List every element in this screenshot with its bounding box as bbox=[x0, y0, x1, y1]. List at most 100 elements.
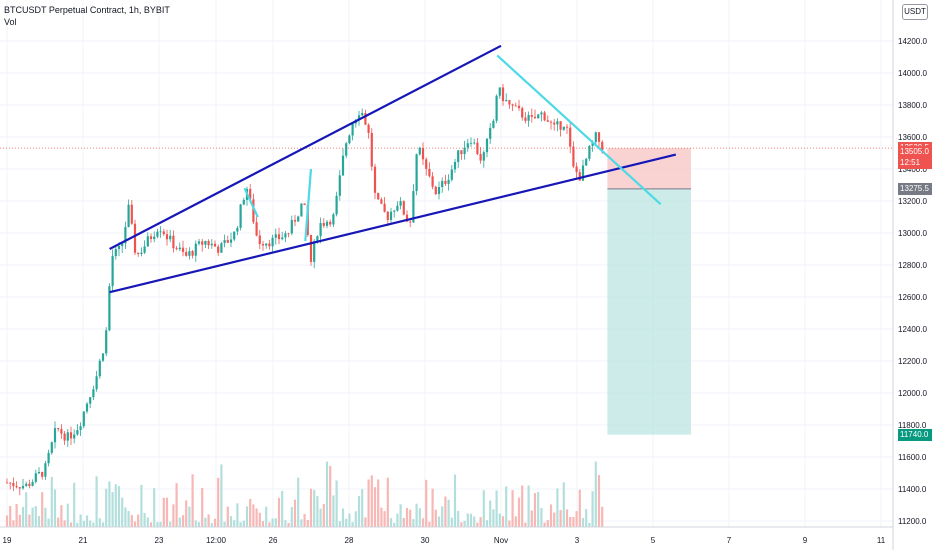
candle-body bbox=[524, 117, 527, 121]
currency-button[interactable]: USDT bbox=[902, 4, 928, 20]
volume-bar bbox=[383, 511, 386, 527]
candle-body bbox=[239, 204, 242, 228]
candle-body bbox=[361, 113, 364, 116]
candle-body bbox=[124, 227, 127, 244]
volume-bar bbox=[127, 510, 130, 527]
candle-body bbox=[428, 168, 431, 177]
volume-bar bbox=[364, 517, 367, 527]
candle-body bbox=[185, 251, 188, 256]
candle-body bbox=[351, 123, 354, 136]
volume-bar bbox=[533, 493, 537, 527]
candle-body bbox=[261, 244, 265, 246]
x-tick-label: 26 bbox=[269, 536, 278, 545]
volume-bar bbox=[66, 503, 69, 527]
volume-bar bbox=[124, 507, 127, 527]
candle-body bbox=[79, 426, 82, 431]
volume-bar bbox=[591, 491, 594, 527]
candle-body bbox=[95, 376, 98, 390]
volume-bar bbox=[325, 461, 329, 527]
volume-label[interactable]: Vol bbox=[4, 17, 17, 27]
volume-bar bbox=[495, 490, 498, 527]
volume-bar bbox=[588, 522, 591, 527]
x-tick-label: 3 bbox=[575, 536, 580, 545]
volume-bar bbox=[57, 517, 60, 527]
volume-bar bbox=[137, 514, 140, 527]
volume-bar bbox=[517, 497, 521, 527]
volume-bar bbox=[191, 474, 194, 527]
volume-bar bbox=[265, 506, 268, 527]
volume-bar bbox=[281, 491, 284, 527]
volume-bar bbox=[194, 520, 197, 527]
candle-body bbox=[223, 240, 226, 244]
candle-body bbox=[479, 154, 482, 161]
volume-bar bbox=[527, 485, 530, 527]
candle-body bbox=[341, 155, 345, 176]
symbol-line[interactable]: BTCUSDT Perpetual Contract, 1h, BYBIT bbox=[4, 5, 170, 15]
volume-bar bbox=[21, 506, 25, 527]
volume-bar bbox=[95, 476, 98, 527]
candle-body bbox=[300, 203, 303, 217]
volume-bar bbox=[460, 522, 463, 527]
candle-body bbox=[498, 87, 501, 96]
volume-bar bbox=[130, 515, 133, 527]
candle-body bbox=[140, 252, 143, 255]
volume-bar bbox=[412, 519, 415, 527]
candle-body bbox=[383, 203, 386, 212]
candle-body bbox=[338, 175, 341, 196]
volume-bar bbox=[277, 497, 281, 527]
volume-bar bbox=[354, 511, 357, 527]
candle-body bbox=[530, 114, 533, 117]
candle-body bbox=[9, 482, 12, 484]
candle-body bbox=[511, 104, 514, 106]
candle-body bbox=[313, 241, 316, 262]
candle-body bbox=[268, 243, 271, 247]
take-profit-zone bbox=[607, 188, 691, 435]
volume-bar bbox=[575, 511, 578, 527]
candle-body bbox=[508, 100, 511, 105]
candle-body bbox=[473, 142, 476, 144]
volume-bar bbox=[505, 486, 508, 527]
volume-bar bbox=[405, 507, 409, 527]
y-tick-label: 12400.0 bbox=[898, 325, 927, 334]
candle-body bbox=[585, 158, 588, 166]
volume-bar bbox=[185, 500, 188, 527]
volume-bar bbox=[434, 509, 437, 527]
volume-bar bbox=[361, 489, 364, 527]
candle-body bbox=[204, 240, 207, 245]
volume-bar bbox=[79, 514, 82, 527]
volume-bar bbox=[15, 503, 18, 527]
candle-body bbox=[73, 434, 76, 439]
accent-trendline bbox=[243, 187, 259, 218]
volume-bar bbox=[18, 514, 21, 527]
volume-bar bbox=[319, 508, 322, 527]
volume-bar bbox=[204, 517, 207, 527]
y-tick-label: 11800.0 bbox=[898, 421, 927, 430]
candle-body bbox=[220, 243, 223, 253]
candle-body bbox=[553, 122, 556, 125]
candle-body bbox=[207, 240, 210, 246]
volume-bar bbox=[338, 521, 341, 527]
trendlines[interactable] bbox=[109, 44, 677, 294]
volume-bar bbox=[236, 503, 239, 527]
volume-bar bbox=[63, 520, 66, 527]
volume-bar bbox=[348, 513, 351, 527]
volume-bar bbox=[476, 522, 479, 527]
candle-body bbox=[335, 195, 338, 215]
y-tick-label: 12600.0 bbox=[898, 293, 927, 302]
y-tick-label: 11200.0 bbox=[898, 517, 927, 526]
volume-bar bbox=[207, 514, 210, 527]
volume-bar bbox=[242, 520, 245, 527]
volume-bar bbox=[329, 465, 332, 527]
volume-bar bbox=[444, 496, 447, 527]
candle-body bbox=[5, 482, 9, 484]
y-tick-label: 14000.0 bbox=[898, 69, 927, 78]
candle-body bbox=[492, 120, 495, 128]
candle-body bbox=[50, 442, 53, 453]
volume-bar bbox=[172, 504, 175, 527]
volume-bar bbox=[5, 515, 9, 527]
volume-bar bbox=[98, 518, 101, 527]
candle-body bbox=[319, 223, 322, 237]
x-tick-label: 7 bbox=[727, 536, 732, 545]
candle-body bbox=[85, 403, 89, 412]
